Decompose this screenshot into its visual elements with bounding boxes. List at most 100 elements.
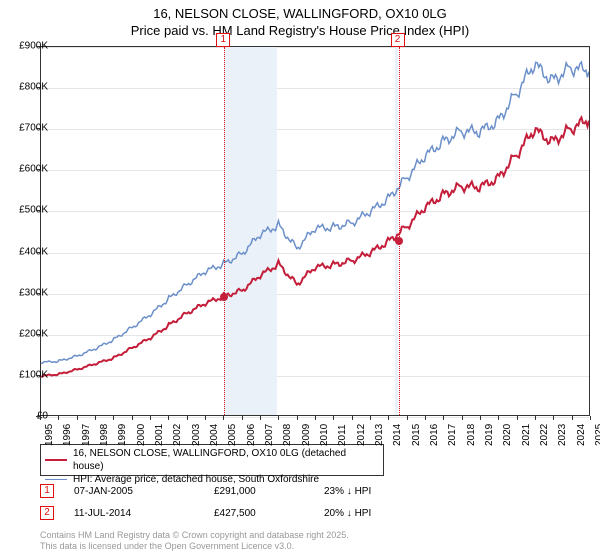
x-axis-label: 2008 [282,424,293,446]
sale-marker-1: 1 [40,484,54,498]
y-axis-label: £700K [19,123,48,134]
x-tick [407,416,408,420]
x-tick [553,416,554,420]
x-tick [590,416,591,420]
y-axis-label: £800K [19,82,48,93]
x-axis-label: 2019 [484,424,495,446]
x-tick [77,416,78,420]
x-axis-label: 2022 [539,424,550,446]
footer-line1: Contains HM Land Registry data © Crown c… [40,530,349,541]
y-axis-label: £900K [19,41,48,52]
sale-marker-line [399,47,400,415]
footer-line2: This data is licensed under the Open Gov… [40,541,349,552]
chart-title: 16, NELSON CLOSE, WALLINGFORD, OX10 0LG … [0,0,600,40]
x-tick [40,416,41,420]
sale-delta-1: 23% ↓ HPI [324,486,414,497]
series-property [41,117,589,376]
x-axis-label: 1996 [62,424,73,446]
x-tick [278,416,279,420]
x-tick [187,416,188,420]
x-tick [315,416,316,420]
sale-marker-box: 2 [391,33,405,47]
x-tick [260,416,261,420]
x-axis-label: 2009 [301,424,312,446]
x-axis-label: 2010 [319,424,330,446]
title-line1: 16, NELSON CLOSE, WALLINGFORD, OX10 0LG [0,6,600,23]
x-axis-label: 2004 [209,424,220,446]
x-tick [425,416,426,420]
x-tick [517,416,518,420]
y-tick [36,87,40,88]
y-tick [36,128,40,129]
x-tick [205,416,206,420]
chart-container: 16, NELSON CLOSE, WALLINGFORD, OX10 0LG … [0,0,600,560]
sale-delta-2: 20% ↓ HPI [324,508,414,519]
x-axis-label: 2016 [429,424,440,446]
x-axis-label: 2018 [466,424,477,446]
x-axis-label: 1997 [81,424,92,446]
x-tick [168,416,169,420]
x-axis-label: 2025 [594,424,600,446]
x-tick [498,416,499,420]
sale-price-2: £427,500 [214,508,324,519]
sale-price-1: £291,000 [214,486,324,497]
x-axis-label: 2005 [227,424,238,446]
x-axis-label: 2023 [557,424,568,446]
x-tick [113,416,114,420]
legend-swatch-property [45,459,67,461]
sale-row-2: 2 11-JUL-2014 £427,500 20% ↓ HPI [40,506,580,520]
legend: 16, NELSON CLOSE, WALLINGFORD, OX10 0LG … [40,444,384,476]
x-axis-label: 2013 [374,424,385,446]
y-tick [36,375,40,376]
sale-date-1: 07-JAN-2005 [74,486,214,497]
plot-area [40,46,590,416]
x-tick [95,416,96,420]
legend-swatch-hpi [45,479,67,481]
sale-marker-line [224,47,225,415]
y-tick [36,169,40,170]
series-hpi [41,62,589,363]
y-axis-label: £400K [19,246,48,257]
x-axis-label: 2001 [154,424,165,446]
y-axis-label: £100K [19,369,48,380]
x-tick [352,416,353,420]
x-tick [572,416,573,420]
x-axis-label: 2000 [136,424,147,446]
x-tick [388,416,389,420]
x-tick [132,416,133,420]
y-tick [36,252,40,253]
x-axis-label: 2017 [447,424,458,446]
x-tick [535,416,536,420]
legend-label-property: 16, NELSON CLOSE, WALLINGFORD, OX10 0LG … [73,447,379,473]
x-axis-label: 2015 [411,424,422,446]
y-tick [36,210,40,211]
sale-marker-box: 1 [216,33,230,47]
x-axis-label: 2024 [576,424,587,446]
y-tick [36,334,40,335]
x-axis-label: 1999 [117,424,128,446]
line-series-svg [41,47,589,415]
x-tick [242,416,243,420]
x-tick [443,416,444,420]
x-axis-label: 1995 [44,424,55,446]
footer-note: Contains HM Land Registry data © Crown c… [40,530,349,552]
x-axis-label: 2011 [337,424,348,446]
x-tick [297,416,298,420]
x-axis-label: 2006 [246,424,257,446]
x-axis-label: 2002 [172,424,183,446]
legend-item-property: 16, NELSON CLOSE, WALLINGFORD, OX10 0LG … [45,447,379,473]
y-axis-label: £300K [19,287,48,298]
y-axis-label: £200K [19,328,48,339]
x-tick [462,416,463,420]
x-tick [370,416,371,420]
title-line2: Price paid vs. HM Land Registry's House … [0,23,600,40]
x-tick [480,416,481,420]
sale-marker-2: 2 [40,506,54,520]
x-axis-label: 1998 [99,424,110,446]
x-tick [58,416,59,420]
y-axis-label: £500K [19,205,48,216]
x-tick [333,416,334,420]
y-tick [36,293,40,294]
sale-date-2: 11-JUL-2014 [74,508,214,519]
sale-marker-dot [220,293,228,301]
